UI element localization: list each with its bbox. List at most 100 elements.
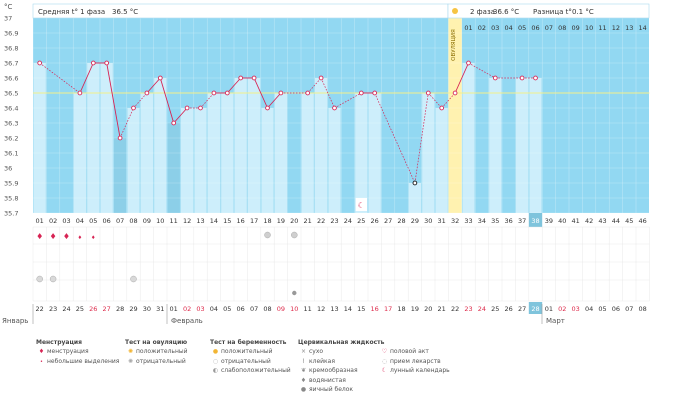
- phase2-day-label: 10: [585, 24, 593, 32]
- date-label: 26: [505, 305, 513, 313]
- temp-point[interactable]: [492, 75, 498, 81]
- small-drop-icon: •: [40, 358, 43, 365]
- temp-point[interactable]: [198, 105, 203, 111]
- temp-bar: [127, 108, 140, 213]
- temp-point[interactable]: [238, 75, 244, 81]
- temp-bar: [100, 63, 113, 213]
- date-label: 22: [451, 305, 459, 313]
- legend-pregnancy-test: Тест на беременность ● положительный ○ отр…: [210, 338, 291, 376]
- menstruation-light-icon[interactable]: ♦: [91, 235, 95, 241]
- temp-bar: [154, 78, 167, 213]
- y-tick-label: 35.7: [4, 210, 18, 218]
- temp-bar: [368, 93, 381, 213]
- temp-point[interactable]: [425, 90, 431, 96]
- temp-point[interactable]: [265, 105, 270, 111]
- temp-bar: [355, 93, 368, 213]
- temp-point[interactable]: [211, 90, 217, 96]
- temp-point[interactable]: [305, 90, 311, 96]
- sun-icon: [452, 8, 458, 14]
- ovulation-test-negative-icon[interactable]: [291, 231, 298, 239]
- date-label: 01: [545, 305, 553, 313]
- temp-point[interactable]: [439, 105, 445, 111]
- temp-bar: [87, 63, 100, 213]
- temp-point[interactable]: [519, 75, 525, 81]
- diff-value: 0.1 °C: [572, 8, 594, 16]
- menstruation-light-icon[interactable]: ♦: [78, 235, 82, 241]
- phase2-day-label: 07: [545, 24, 553, 32]
- pregnancy-test-weak-icon[interactable]: [36, 275, 43, 283]
- date-label: 10: [290, 305, 298, 313]
- date-label: 29: [129, 305, 137, 313]
- temp-point[interactable]: [251, 75, 257, 81]
- legend: Менструация ♦ менструация • небольшие выде…: [0, 338, 677, 414]
- pregnancy-test-weak-icon[interactable]: [130, 275, 137, 283]
- temp-point[interactable]: [318, 75, 324, 81]
- date-label: 24: [478, 305, 486, 313]
- legend-label: прием лекарств: [390, 357, 441, 365]
- pregnancy-negative-icon: ○: [212, 357, 219, 365]
- date-label: 20: [424, 305, 432, 313]
- temp-point[interactable]: [372, 90, 378, 96]
- date-label: 07: [250, 305, 258, 313]
- temp-point[interactable]: [37, 60, 43, 66]
- phase2-day-label: 04: [505, 24, 513, 32]
- legend-title-ovulation-test: Тест на овуляцию: [125, 339, 188, 346]
- temp-line-segment: [146, 77, 161, 94]
- temp-point[interactable]: [332, 105, 337, 111]
- ovulation-test-negative-icon[interactable]: [264, 231, 271, 239]
- cycle-day-label: 11: [170, 217, 178, 225]
- temp-point[interactable]: [184, 105, 190, 111]
- temp-point[interactable]: [171, 120, 177, 126]
- date-label: 04: [210, 305, 218, 313]
- temp-point[interactable]: [224, 90, 230, 96]
- cycle-day-label: 13: [196, 217, 204, 225]
- pregnancy-test-weak-icon[interactable]: [49, 275, 57, 283]
- cycle-day-label: 36: [505, 217, 513, 225]
- menstruation-heavy-icon[interactable]: ♦: [36, 232, 43, 241]
- egg-white-icon[interactable]: [292, 290, 297, 296]
- temp-bar: [315, 78, 328, 213]
- temp-bar: [529, 78, 542, 213]
- temp-line-segment: [320, 77, 335, 109]
- menstruation-heavy-icon[interactable]: ♦: [63, 232, 70, 241]
- temp-point[interactable]: [466, 60, 471, 66]
- temp-point[interactable]: [533, 75, 538, 81]
- date-label: 14: [344, 305, 352, 313]
- temp-line-segment: [468, 62, 496, 79]
- temp-point[interactable]: [104, 60, 110, 66]
- cycle-day-label: 12: [183, 217, 191, 225]
- y-tick-label: 36.2: [4, 135, 18, 143]
- sun-positive-icon: ✺: [127, 348, 134, 355]
- temp-point[interactable]: [157, 75, 163, 81]
- date-label: 11: [304, 305, 312, 313]
- temp-point[interactable]: [412, 180, 418, 186]
- temp-point[interactable]: [144, 90, 150, 96]
- temp-point[interactable]: [278, 90, 284, 96]
- date-label: 25: [491, 305, 499, 313]
- temp-bar: [114, 138, 127, 213]
- legend-label: яичный белок: [309, 386, 354, 393]
- cycle-day-label: 32: [451, 217, 459, 225]
- temp-point[interactable]: [452, 90, 458, 96]
- cycle-day-label: 37: [518, 217, 526, 225]
- temp-line-segment: [441, 92, 456, 109]
- lunar-cell: [355, 198, 367, 211]
- today-date-marker: [528, 302, 543, 314]
- date-label: 08: [263, 305, 271, 313]
- pill-icon: ◌: [381, 357, 388, 365]
- cycle-day-label: 22: [317, 217, 325, 225]
- menstruation-heavy-icon[interactable]: ♦: [50, 232, 57, 241]
- temp-point[interactable]: [131, 105, 136, 111]
- bbt-chart: 37 36.9 36.8 36.7 36.6 36.5 36.4 36.3 36.2 36.1 36…: [2, 3, 650, 325]
- temp-line-segment: [267, 92, 282, 109]
- temp-point[interactable]: [117, 135, 123, 141]
- temp-point[interactable]: [90, 60, 96, 66]
- date-label: 12: [317, 305, 325, 313]
- temp-point[interactable]: [77, 90, 83, 96]
- moon-icon[interactable]: ☾: [358, 201, 365, 210]
- y-unit-label: °C: [4, 3, 13, 11]
- cycle-day-label: 21: [304, 217, 312, 225]
- legend-label: клейкая: [309, 357, 335, 365]
- temp-point[interactable]: [358, 90, 364, 96]
- date-label: 22: [36, 305, 44, 313]
